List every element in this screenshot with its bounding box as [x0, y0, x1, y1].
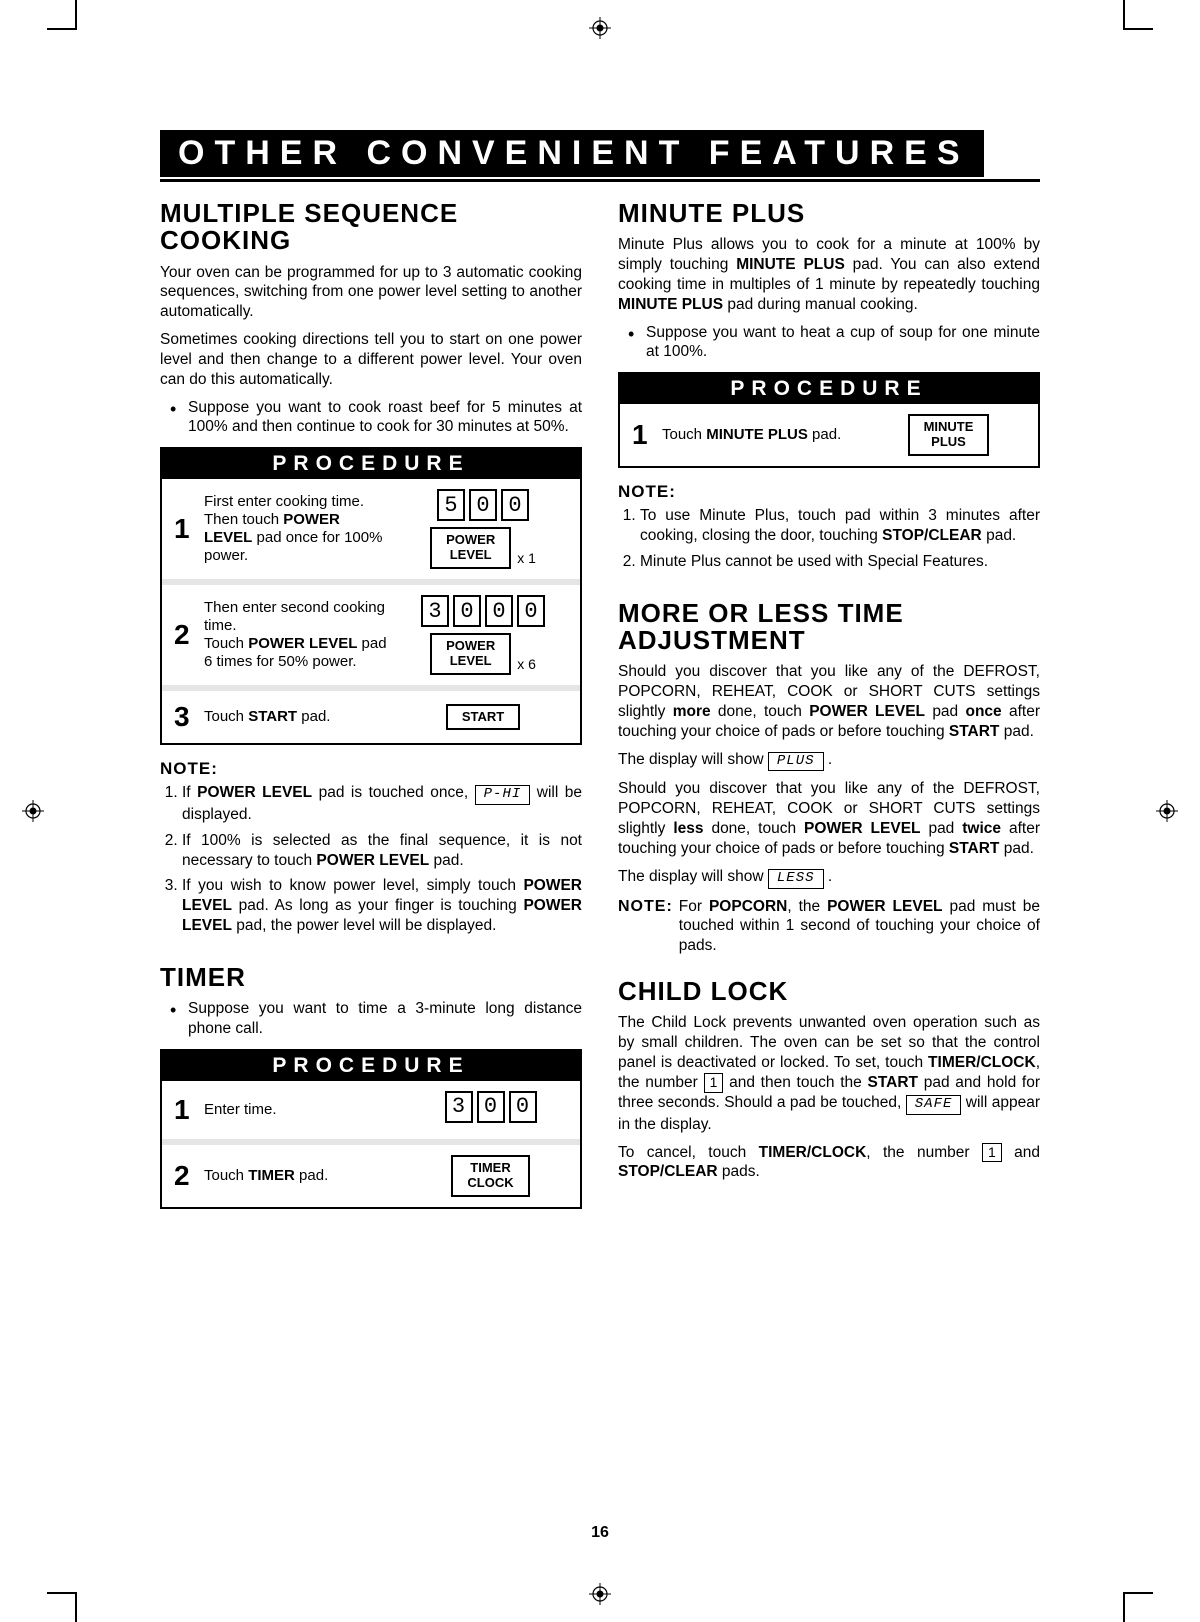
step-visual: 300 [413, 1091, 568, 1129]
procedure-step: 2Touch TIMER pad. TIMERCLOCK [162, 1145, 580, 1207]
digit-display: 0 [453, 595, 481, 627]
adj-title: MORE OR LESS TIME ADJUSTMENT [618, 600, 1040, 655]
step-text: Touch TIMER pad. [204, 1167, 413, 1185]
timer-procedure: PROCEDURE 1Enter time.3002Touch TIMER pa… [160, 1049, 582, 1209]
procedure-header: PROCEDURE [620, 374, 1038, 404]
step-text: Touch START pad. [204, 708, 398, 726]
digit-display: 0 [469, 489, 497, 521]
cl-title: CHILD LOCK [618, 978, 1040, 1005]
step-number: 3 [174, 701, 204, 733]
digit-display: 0 [509, 1091, 537, 1123]
digit-display: 0 [485, 595, 513, 627]
digit-display: 3 [445, 1091, 473, 1123]
multiplier: x 6 [517, 656, 536, 675]
adj-p2: Should you discover that you like any of… [618, 779, 1040, 858]
adj-p1: Should you discover that you like any of… [618, 662, 1040, 741]
msc-note-label: NOTE: [160, 759, 582, 779]
pad-button: POWERLEVEL [430, 633, 511, 675]
step-text: Touch MINUTE PLUS pad. [662, 426, 871, 444]
msc-procedure: PROCEDURE 1First enter cooking time. The… [160, 447, 582, 745]
banner-rule [160, 179, 1040, 182]
mp-title: MINUTE PLUS [618, 200, 1040, 227]
mp-bullet: Suppose you want to heat a cup of soup f… [618, 323, 1040, 363]
msc-bullet: Suppose you want to cook roast beef for … [160, 398, 582, 438]
mp-notes: To use Minute Plus, touch pad within 3 m… [618, 506, 1040, 571]
cl-p2: To cancel, touch TIMER/CLOCK, the number… [618, 1143, 1040, 1183]
step-visual: MINUTEPLUS [871, 414, 1026, 456]
mp-procedure: PROCEDURE 1Touch MINUTE PLUS pad. MINUTEP… [618, 372, 1040, 468]
page-content: OTHER CONVENIENT FEATURES MULTIPLE SEQUE… [160, 130, 1040, 1219]
procedure-header: PROCEDURE [162, 1051, 580, 1081]
adj-disp2: The display will show LESS . [618, 867, 1040, 889]
msc-p2: Sometimes cooking directions tell you to… [160, 330, 582, 389]
pad-button: POWERLEVEL [430, 527, 511, 569]
multiplier: x 1 [517, 550, 536, 569]
section-banner: OTHER CONVENIENT FEATURES [160, 130, 984, 177]
msc-title: MULTIPLE SEQUENCE COOKING [160, 200, 582, 255]
mp-p1: Minute Plus allows you to cook for a min… [618, 235, 1040, 314]
step-visual: 500POWERLEVELx 1 [398, 489, 568, 569]
page-number: 16 [591, 1524, 609, 1542]
pad-button: MINUTEPLUS [908, 414, 990, 456]
left-column: MULTIPLE SEQUENCE COOKING Your oven can … [160, 200, 582, 1219]
note-item: If you wish to know power level, simply … [182, 876, 582, 935]
adj-note: NOTE: For POPCORN, the POWER LEVEL pad m… [618, 897, 1040, 956]
timer-title: TIMER [160, 964, 582, 991]
msc-p1: Your oven can be programmed for up to 3 … [160, 263, 582, 322]
digit-display: 0 [501, 489, 529, 521]
step-text: Then enter second cooking time.Touch POW… [204, 599, 398, 671]
step-text: First enter cooking time. Then touch POW… [204, 493, 398, 565]
procedure-header: PROCEDURE [162, 449, 580, 479]
right-column: MINUTE PLUS Minute Plus allows you to co… [618, 200, 1040, 1219]
note-item: If POWER LEVEL pad is touched once, P-HI… [182, 783, 582, 825]
note-item: To use Minute Plus, touch pad within 3 m… [640, 506, 1040, 546]
digit-display: 0 [517, 595, 545, 627]
step-visual: START [398, 704, 568, 731]
digit-display: 0 [477, 1091, 505, 1123]
step-text: Enter time. [204, 1101, 413, 1119]
note-item: If 100% is selected as the final sequenc… [182, 831, 582, 871]
msc-notes: If POWER LEVEL pad is touched once, P-HI… [160, 783, 582, 936]
pad-button: START [446, 704, 520, 731]
timer-bullet: Suppose you want to time a 3-minute long… [160, 999, 582, 1039]
step-number: 1 [174, 513, 204, 545]
step-number: 1 [174, 1094, 204, 1126]
pad-button: TIMERCLOCK [451, 1155, 529, 1197]
procedure-step: 1Touch MINUTE PLUS pad. MINUTEPLUS [620, 404, 1038, 466]
digit-display: 5 [437, 489, 465, 521]
step-visual: 3000POWERLEVELx 6 [398, 595, 568, 675]
step-number: 2 [174, 619, 204, 651]
procedure-step: 1First enter cooking time. Then touch PO… [162, 479, 580, 585]
procedure-step: 1Enter time.300 [162, 1081, 580, 1145]
digit-display: 3 [421, 595, 449, 627]
cl-p1: The Child Lock prevents unwanted oven op… [618, 1013, 1040, 1134]
mp-note-label: NOTE: [618, 482, 1040, 502]
adj-disp1: The display will show PLUS . [618, 750, 1040, 772]
note-item: Minute Plus cannot be used with Special … [640, 552, 1040, 572]
step-visual: TIMERCLOCK [413, 1155, 568, 1197]
procedure-step: 3Touch START pad. START [162, 691, 580, 743]
step-number: 1 [632, 419, 662, 451]
procedure-step: 2Then enter second cooking time.Touch PO… [162, 585, 580, 691]
step-number: 2 [174, 1160, 204, 1192]
